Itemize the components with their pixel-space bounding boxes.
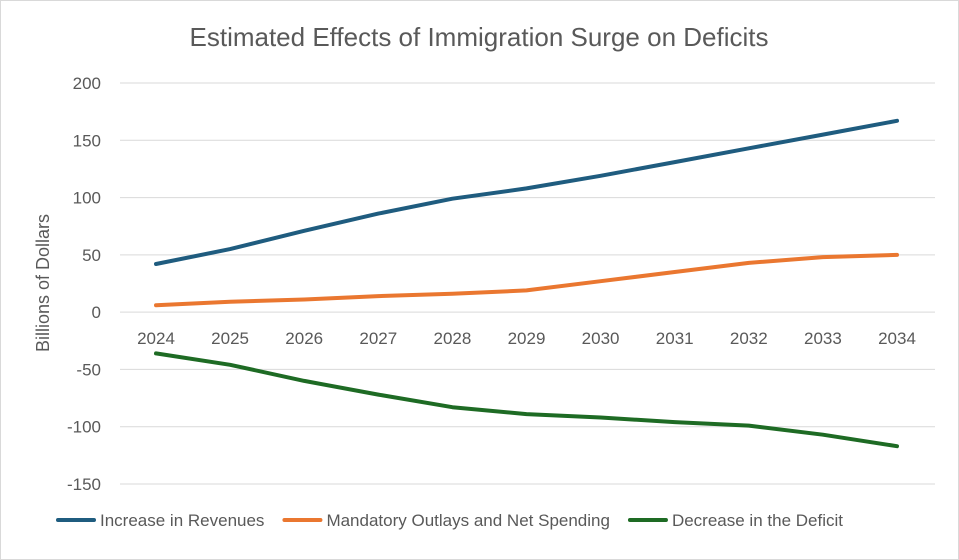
y-tick-label: 0 [92, 303, 101, 322]
x-tick-label: 2025 [211, 329, 249, 348]
legend-label: Decrease in the Deficit [672, 511, 843, 530]
x-tick-label: 2029 [508, 329, 546, 348]
y-tick-label: 50 [82, 246, 101, 265]
x-tick-label: 2028 [433, 329, 471, 348]
gridlines [120, 82, 935, 485]
y-axis-label: Billions of Dollars [33, 214, 53, 352]
x-tick-label: 2033 [804, 329, 842, 348]
y-tick-labels: 200 150 100 50 0 -50 -100 -150 [67, 74, 101, 494]
y-tick-label: 150 [73, 131, 101, 150]
chart-title: Estimated Effects of Immigration Surge o… [190, 22, 769, 52]
series-line-3 [154, 351, 899, 449]
x-tick-label: 2031 [656, 329, 694, 348]
series-line-2 [154, 252, 899, 308]
x-tick-label: 2030 [582, 329, 620, 348]
legend-label: Mandatory Outlays and Net Spending [326, 511, 610, 530]
y-tick-label: 100 [73, 189, 101, 208]
y-tick-label: -150 [67, 475, 101, 494]
y-tick-label: -100 [67, 418, 101, 437]
series-lines [154, 118, 899, 449]
x-tick-label: 2034 [878, 329, 916, 348]
y-tick-label: -50 [76, 360, 101, 379]
x-tick-label: 2024 [137, 329, 175, 348]
x-tick-labels: 2024 2025 2026 2027 2028 2029 2030 2031 2032 2033… [137, 329, 916, 348]
legend: Increase in Revenues Mandatory Outlays an… [56, 511, 843, 530]
legend-label: Increase in Revenues [100, 511, 264, 530]
x-tick-label: 2032 [730, 329, 768, 348]
series-line-1 [154, 118, 899, 266]
x-tick-label: 2027 [359, 329, 397, 348]
y-tick-label: 200 [73, 74, 101, 93]
x-tick-label: 2026 [285, 329, 323, 348]
